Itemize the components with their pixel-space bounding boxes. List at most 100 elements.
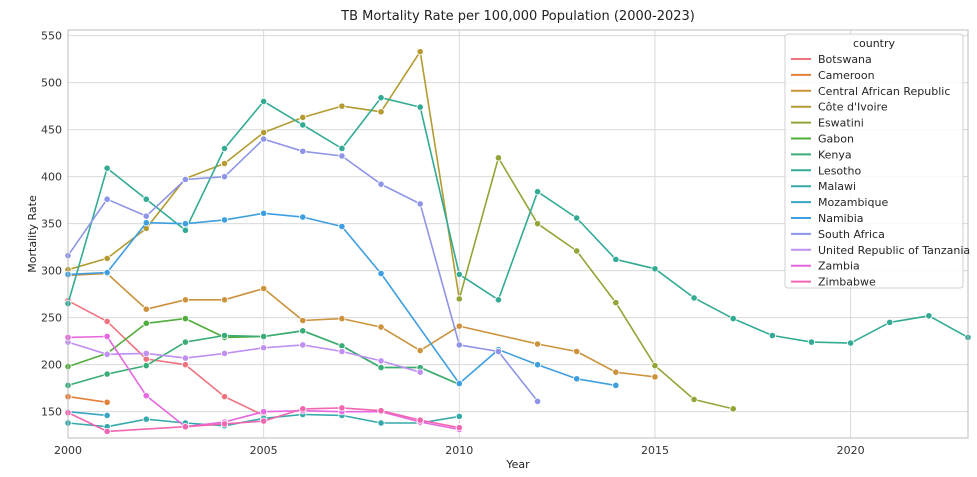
legend-entry: Namibia: [818, 212, 864, 225]
series-line: [458, 157, 734, 410]
data-point: [103, 370, 111, 378]
data-point: [494, 154, 503, 162]
data-point: [847, 339, 855, 347]
data-point: [299, 341, 307, 349]
data-point: [103, 164, 111, 172]
data-point: [377, 180, 385, 188]
data-point: [416, 346, 424, 355]
x-tick-label: 2000: [54, 444, 82, 457]
data-point: [220, 331, 229, 340]
data-point: [142, 219, 150, 227]
data-point: [377, 108, 385, 116]
data-point: [220, 144, 229, 153]
legend-entry: Mozambique: [818, 196, 888, 209]
data-point: [142, 195, 150, 203]
data-point: [220, 296, 229, 304]
data-point: [181, 226, 189, 234]
y-tick-label: 350: [41, 218, 62, 231]
data-point: [260, 97, 268, 106]
data-point: [260, 209, 268, 217]
data-point: [455, 424, 463, 432]
data-point: [377, 357, 385, 365]
data-point: [573, 375, 581, 383]
legend: country Botswana Cameroon Central African R…: [784, 33, 970, 289]
data-point: [455, 322, 463, 330]
data-point: [299, 405, 307, 413]
data-point: [455, 295, 463, 303]
data-point: [651, 362, 659, 370]
y-tick-label: 250: [41, 312, 62, 325]
data-point: [260, 344, 268, 352]
data-point: [103, 332, 111, 341]
series-south-africa: [64, 135, 542, 405]
data-point: [377, 269, 385, 278]
data-point: [103, 350, 111, 358]
data-point: [612, 299, 620, 307]
series-line: [67, 395, 108, 404]
data-point: [142, 415, 150, 423]
series-line: [67, 299, 265, 417]
data-point: [181, 354, 189, 362]
data-point: [299, 147, 307, 155]
x-axis-label: Year: [505, 458, 530, 471]
data-point: [651, 373, 659, 381]
y-axis-label: Mortality Rate: [26, 195, 39, 273]
data-point: [142, 212, 150, 220]
data-point: [103, 268, 111, 277]
series-line: [67, 212, 616, 387]
data-point: [103, 317, 111, 326]
data-point: [299, 316, 307, 325]
data-point: [455, 341, 463, 349]
series-layer: [64, 48, 972, 436]
series-lesotho: [64, 94, 972, 347]
data-point: [533, 188, 542, 196]
chart-title: TB Mortality Rate per 100,000 Population…: [340, 9, 695, 24]
series-line: [67, 407, 460, 433]
data-point: [455, 270, 463, 279]
data-point: [377, 407, 385, 415]
data-point: [338, 222, 346, 231]
data-point: [768, 331, 776, 340]
data-point: [377, 323, 385, 331]
series-line: [67, 410, 108, 417]
legend-entry: Lesotho: [818, 164, 861, 177]
data-point: [729, 315, 737, 323]
y-tick-label: 300: [41, 265, 62, 278]
legend-entry: Malawi: [818, 180, 856, 193]
data-point: [886, 318, 894, 326]
y-tick-label: 550: [41, 30, 62, 43]
legend-entry: Gabon: [818, 133, 854, 146]
data-point: [377, 363, 385, 372]
data-point: [573, 347, 581, 356]
data-point: [220, 420, 229, 428]
data-point: [925, 312, 933, 320]
legend-entry: Kenya: [818, 148, 852, 161]
legend-entry: Côte d'Ivoire: [818, 101, 888, 114]
data-point: [338, 102, 346, 110]
data-point: [573, 214, 581, 222]
data-point: [299, 113, 307, 122]
data-point: [299, 121, 307, 129]
data-point: [416, 48, 424, 56]
data-point: [612, 368, 620, 376]
data-point: [142, 349, 150, 357]
data-point: [181, 423, 189, 431]
data-point: [103, 398, 111, 406]
data-point: [690, 395, 698, 404]
data-point: [612, 381, 620, 389]
data-point: [142, 305, 150, 313]
data-point: [181, 175, 189, 184]
data-point: [416, 368, 424, 376]
legend-entry: Eswatini: [818, 117, 864, 130]
data-point: [103, 411, 111, 420]
data-point: [494, 347, 503, 356]
series-line: [67, 96, 969, 344]
y-tick-label: 150: [41, 406, 62, 419]
data-point: [338, 315, 346, 323]
y-tick-label: 450: [41, 124, 62, 137]
data-point: [260, 284, 268, 293]
data-point: [690, 294, 698, 302]
data-point: [181, 361, 189, 369]
data-point: [103, 254, 111, 263]
